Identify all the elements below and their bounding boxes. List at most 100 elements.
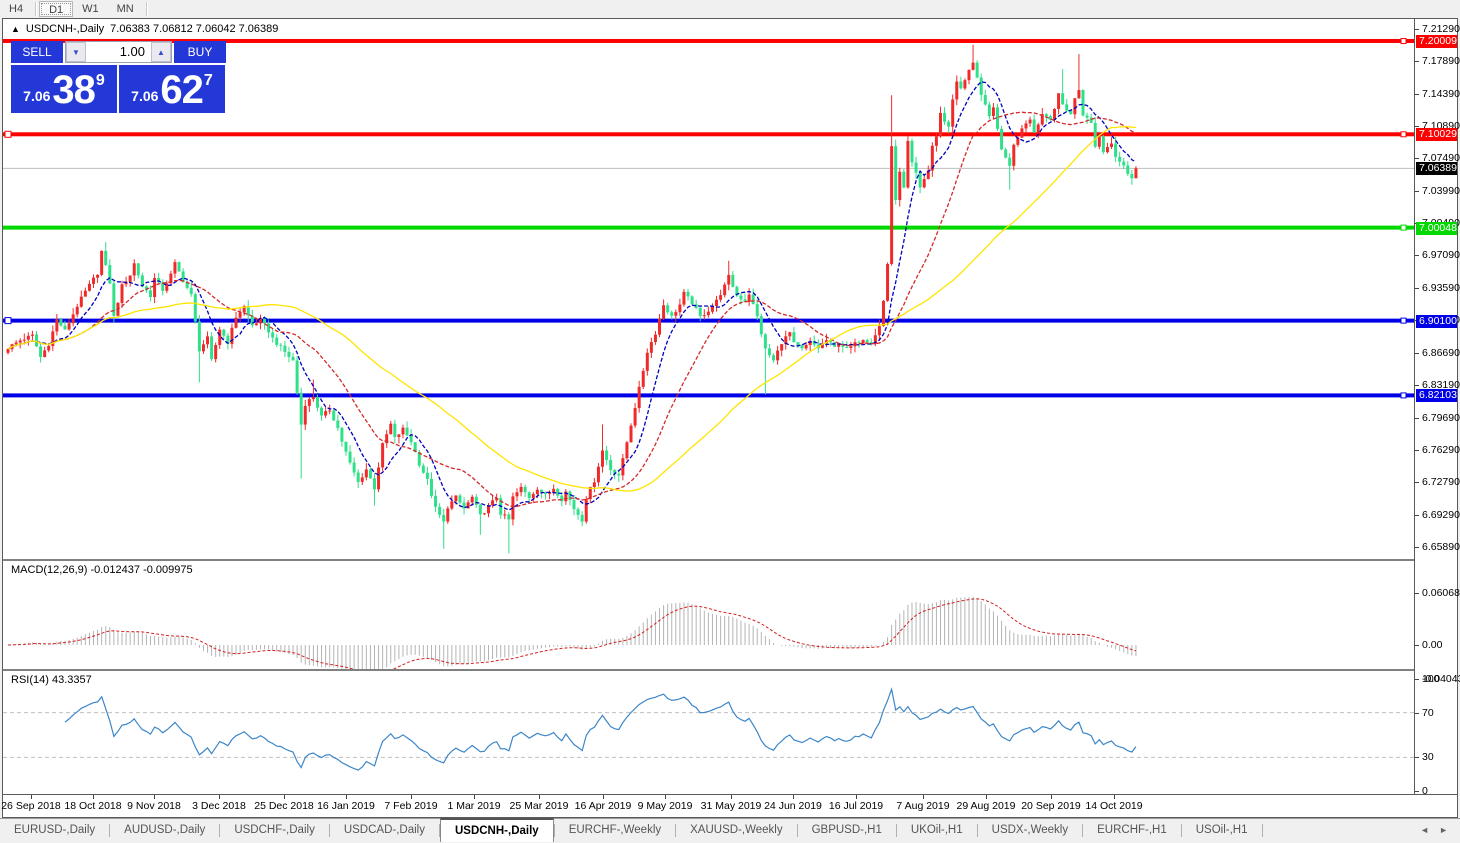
line-handle[interactable] [1400, 37, 1407, 44]
volume-input[interactable]: 1.00 [119, 44, 145, 59]
candle-body [698, 307, 702, 316]
candle-body [678, 304, 682, 313]
tab-separator [219, 824, 221, 837]
candle-body [283, 345, 287, 352]
macd-tick-label: -0.040432 [1422, 673, 1460, 686]
macd-panel-canvas[interactable] [3, 561, 1414, 669]
panel-divider[interactable] [3, 669, 1457, 671]
tabs-scroll-right-icon[interactable]: ► [1439, 825, 1448, 835]
candle-body [845, 346, 849, 348]
candle-body [206, 336, 210, 345]
candle-body [39, 346, 43, 357]
volume-stepper: ▼ 1.00 ▲ [65, 41, 172, 63]
timeframe-button-h4[interactable]: H4 [9, 3, 24, 15]
panel-divider[interactable] [3, 559, 1457, 561]
date-tick-mark [474, 795, 475, 799]
time-axis[interactable]: 26 Sep 2018 18 Oct 2018 9 Nov 2018 3 Dec 20… [1, 794, 1457, 817]
chart-tab-usdcad-daily[interactable]: USDCAD-,Daily [343, 824, 425, 836]
line-handle[interactable] [1400, 317, 1407, 324]
line-handle[interactable] [1400, 392, 1407, 399]
horizontal-level-line[interactable] [3, 38, 1414, 43]
scale-tick-mark [1415, 93, 1419, 95]
buy-price-box[interactable]: 7.06 62 7 [119, 65, 225, 113]
volume-decrease-icon[interactable]: ▼ [66, 42, 86, 62]
timeframe-button-d1[interactable]: D1 [39, 1, 74, 17]
date-tick-mark [665, 795, 666, 799]
candle-body [336, 420, 340, 429]
line-handle[interactable] [1400, 131, 1407, 138]
candle-body [454, 495, 458, 502]
date-tick-mark [346, 795, 347, 799]
chart-tab-ukoil-h1[interactable]: UKOil-,H1 [910, 824, 963, 836]
chart-tab-gbpusd-h1[interactable]: GBPUSD-,H1 [811, 824, 882, 836]
candle-body [666, 305, 670, 313]
date-label: 16 Jul 2019 [828, 800, 884, 812]
horizontal-level-line[interactable] [3, 318, 1414, 323]
volume-increase-icon[interactable]: ▲ [151, 42, 171, 62]
candle-body [295, 360, 299, 393]
date-label: 25 Mar 2019 [509, 800, 569, 812]
main-chart-canvas[interactable] [3, 19, 1414, 559]
horizontal-level-line[interactable] [3, 225, 1414, 230]
chart-tab-eurchf-h1[interactable]: EURCHF-,H1 [1097, 824, 1167, 836]
chart-tab-usoil-h1[interactable]: USOil-,H1 [1195, 824, 1248, 836]
candle-body [576, 509, 580, 515]
candle-body [1004, 149, 1008, 158]
chart-tab-xauusd-weekly[interactable]: XAUUSD-,Weekly [690, 824, 783, 836]
timeframe-button-w1[interactable]: W1 [82, 3, 99, 15]
candle-body [474, 496, 478, 505]
horizontal-level-line[interactable] [3, 393, 1414, 398]
buy-price-prefix: 7.06 [131, 88, 159, 104]
candle-body [780, 344, 784, 351]
price-tick-label: 6.97090 [1422, 249, 1460, 262]
ma-55-line[interactable] [7, 125, 1136, 492]
chart-tab-eurchf-weekly[interactable]: EURCHF-,Weekly [568, 824, 662, 836]
sell-price-box[interactable]: 7.06 38 9 [11, 65, 117, 113]
ma-8-line[interactable] [7, 81, 1137, 511]
tabs-scroll-left-icon[interactable]: ◄ [1420, 825, 1430, 835]
horizontal-level-line[interactable] [3, 132, 1414, 137]
price-tick-label: 6.93590 [1422, 281, 1460, 294]
candle-body [763, 334, 767, 349]
candle-body [246, 306, 250, 316]
date-label: 1 Mar 2019 [447, 800, 501, 812]
candle-body [926, 170, 930, 180]
ma-21-line[interactable] [7, 111, 1137, 508]
macd-tick-label: 0.00 [1422, 639, 1443, 651]
buy-price-big: 62 [160, 68, 203, 112]
candle-body [1008, 157, 1012, 166]
candle-body [605, 450, 609, 461]
price-scale[interactable]: 7.21290 7.17890 7.14390 7.10890 7.07490 7.039… [1415, 19, 1460, 797]
scale-tick-mark [1415, 385, 1419, 387]
candle-body [1028, 119, 1032, 124]
sell-button[interactable]: SELL [11, 41, 63, 63]
candle-body [413, 442, 417, 453]
chart-tab-usdcnh-daily[interactable]: USDCNH-,Daily [439, 818, 554, 842]
candle-body [254, 323, 258, 326]
chart-tab-audusd-daily[interactable]: AUDUSD-,Daily [124, 824, 206, 836]
chart-tab-usdx-weekly[interactable]: USDX-,Weekly [991, 824, 1069, 836]
line-handle[interactable] [1400, 224, 1407, 231]
timeframe-button-mn[interactable]: MN [116, 3, 134, 15]
chart-tab-usdchf-daily[interactable]: USDCHF-,Daily [234, 824, 315, 836]
candle-body [531, 493, 535, 499]
candle-body [348, 451, 352, 463]
candle-body [584, 499, 588, 522]
rsi-tick-label: 70 [1422, 706, 1434, 719]
candle-body [238, 312, 242, 318]
scale-tick-mark [1415, 287, 1419, 289]
scale-tick-mark [1415, 712, 1419, 714]
candle-body [596, 466, 600, 483]
candle-body [360, 477, 364, 482]
chart-tab-eurusd-daily[interactable]: EURUSD-,Daily [14, 824, 96, 836]
buy-button[interactable]: BUY [174, 41, 226, 63]
rsi-panel-canvas[interactable] [3, 671, 1414, 793]
candle-body [157, 277, 161, 283]
line-handle[interactable] [4, 317, 12, 325]
candle-body [715, 299, 719, 307]
tab-separator [438, 824, 440, 837]
line-handle[interactable] [4, 130, 12, 138]
candle-body [466, 502, 470, 509]
candle-body [881, 300, 885, 327]
candle-body [755, 304, 759, 317]
